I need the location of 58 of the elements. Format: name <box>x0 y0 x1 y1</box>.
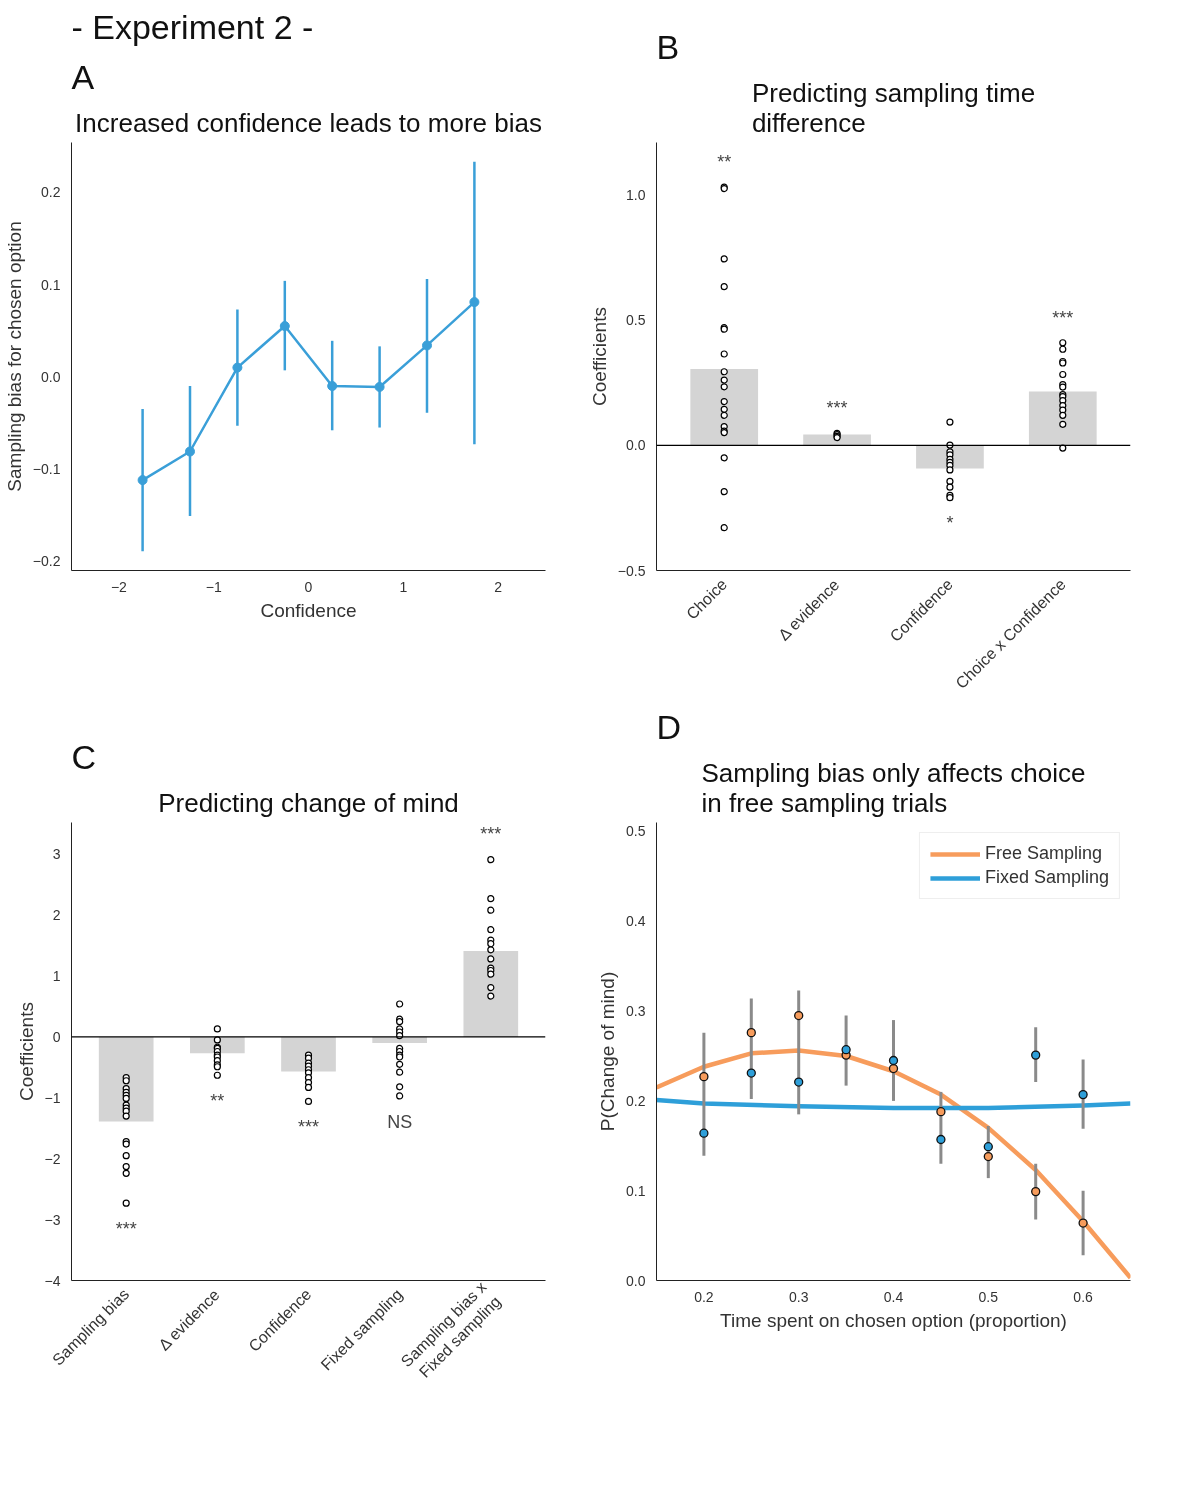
x-tick-label: 0.5 <box>978 1288 999 1305</box>
annotation: *** <box>480 823 502 844</box>
chart-title: Increased confidence leads to more bias <box>75 107 542 138</box>
y-tick-label: 1.0 <box>626 187 646 204</box>
chart-title: Predicting change of mind <box>158 787 459 818</box>
x-tick-label: 0.6 <box>1073 1288 1094 1305</box>
y-tick-label: 0.0 <box>626 437 646 454</box>
y-tick-label: −2 <box>44 1150 61 1167</box>
y-tick-label: −1 <box>44 1089 61 1106</box>
legend-label: Free Sampling <box>984 843 1102 864</box>
y-tick-label: 0.5 <box>626 312 646 329</box>
y-tick-label: 3 <box>52 846 61 863</box>
y-tick-label: 2 <box>52 907 61 924</box>
text: D <box>656 707 682 746</box>
annotation: *** <box>1052 307 1074 328</box>
y-tick-label: 0 <box>52 1028 61 1045</box>
annotation: ** <box>210 1091 225 1112</box>
y-axis-title: Coefficients <box>588 307 610 406</box>
annotation: NS <box>387 1111 413 1132</box>
annotation: * <box>946 512 954 533</box>
y-tick-label: 1 <box>52 967 61 984</box>
chart-title: Sampling bias only affects choice in free sampling trials <box>701 757 1086 818</box>
legend-label: Fixed Sampling <box>984 867 1109 888</box>
x-tick-label: 2 <box>494 578 503 595</box>
annotation: *** <box>115 1219 137 1240</box>
y-tick-label: 0.5 <box>626 823 646 840</box>
text: C <box>71 737 97 776</box>
text: - Experiment 2 - <box>71 7 314 46</box>
y-tick-label: −3 <box>44 1211 61 1228</box>
annotation: *** <box>826 398 848 419</box>
annotation: ** <box>717 152 732 173</box>
y-axis-title: P(Change of mind) <box>597 971 619 1132</box>
y-tick-label: 0.1 <box>626 1182 646 1199</box>
x-axis-title: Time spent on chosen option (proportion) <box>720 1309 1067 1331</box>
annotation: *** <box>297 1117 320 1138</box>
y-axis-title: Sampling bias for chosen option <box>3 221 25 492</box>
x-tick-label: 0 <box>304 578 313 595</box>
y-tick-label: −0.1 <box>32 461 61 478</box>
chart-title: Predicting sampling time difference <box>751 77 1036 138</box>
y-tick-label: −4 <box>44 1272 61 1289</box>
x-tick-label: 0.4 <box>883 1288 904 1305</box>
y-tick-label: 0.2 <box>41 184 61 201</box>
x-tick-label: 1 <box>399 578 408 595</box>
x-tick-label: −2 <box>110 578 128 595</box>
y-tick-label: 0.0 <box>626 1272 646 1289</box>
y-tick-label: 0.2 <box>626 1092 646 1109</box>
x-tick-label: −1 <box>205 578 222 595</box>
y-tick-label: −0.2 <box>32 553 61 570</box>
text: B <box>656 27 680 66</box>
y-tick-label: 0.0 <box>41 368 61 385</box>
y-tick-label: 0.4 <box>626 913 646 930</box>
x-tick-label: 0.3 <box>788 1288 809 1305</box>
text: A <box>71 57 95 96</box>
y-axis-title: Coefficients <box>15 1002 37 1101</box>
y-tick-label: 0.3 <box>626 1003 646 1020</box>
y-tick-label: 0.1 <box>41 276 61 293</box>
x-tick-label: 0.2 <box>694 1288 714 1305</box>
y-tick-label: −0.5 <box>617 562 646 579</box>
